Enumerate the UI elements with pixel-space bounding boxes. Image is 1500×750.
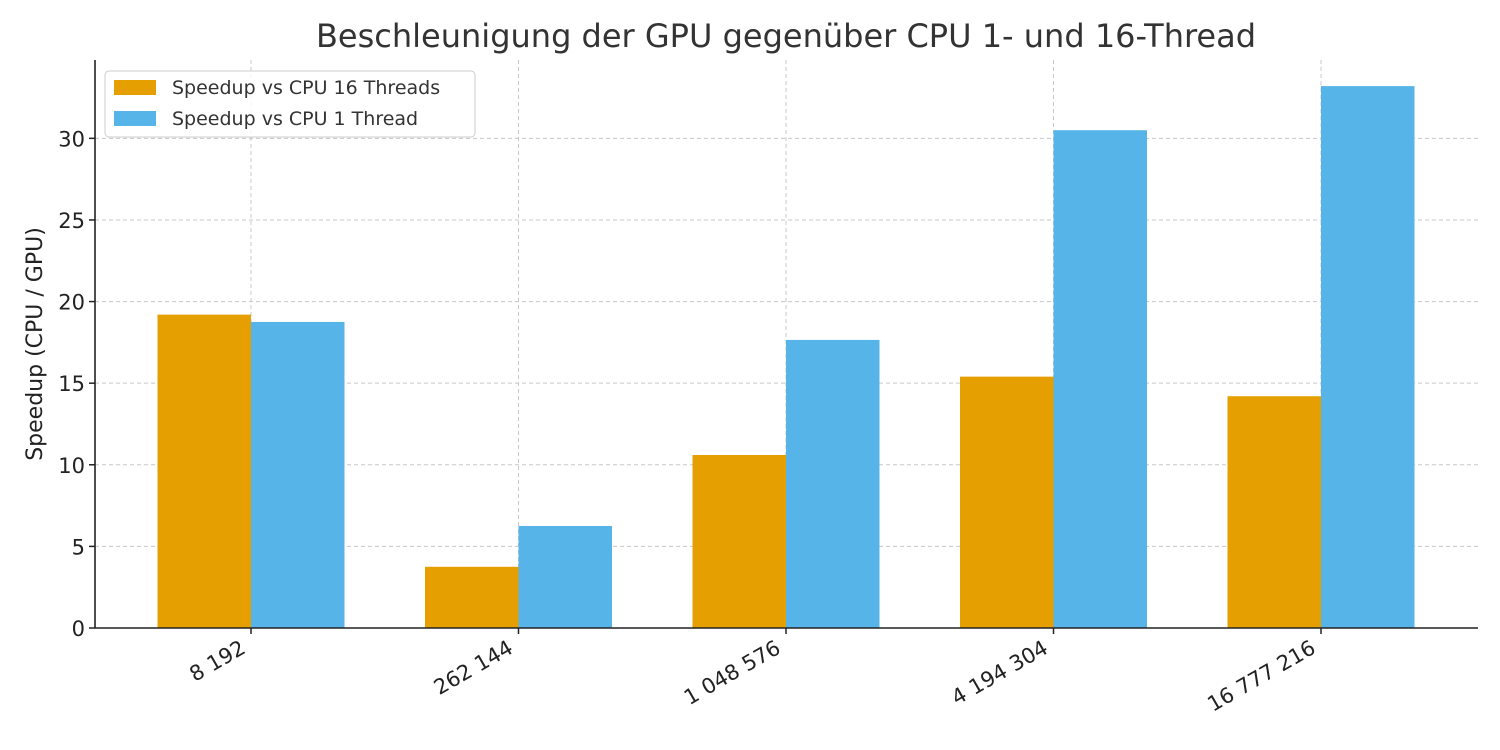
bars	[157, 86, 1415, 629]
y-tick-label: 15	[58, 372, 85, 396]
x-tick-label: 4 194 304	[947, 636, 1052, 710]
bar-cpu-1-thread	[786, 339, 880, 628]
y-tick-label: 5	[72, 535, 85, 559]
x-ticks: 8 192 262 144 1 048 576 4 194 304 16 777 216	[185, 628, 1322, 717]
x-tick-label: 262 144	[430, 636, 517, 700]
y-tick-label: 20	[58, 291, 85, 315]
bar-cpu-16-threads	[157, 314, 251, 628]
x-tick-label: 8 192	[185, 636, 249, 687]
legend-swatch-16-threads	[114, 80, 156, 95]
bar-cpu-16-threads	[960, 376, 1054, 628]
legend-label-16-threads: Speedup vs CPU 16 Threads	[172, 77, 440, 99]
y-tick-label: 30	[58, 127, 85, 151]
legend: Speedup vs CPU 16 Threads Speedup vs CPU…	[104, 70, 476, 138]
x-tick-label: 1 048 576	[680, 636, 785, 710]
legend-frame	[104, 70, 476, 138]
bar-cpu-16-threads	[1227, 396, 1321, 628]
legend-swatch-1-thread	[114, 111, 156, 126]
bar-cpu-16-threads	[692, 454, 786, 628]
chart-title: Beschleunigung der GPU gegenüber CPU 1- …	[316, 17, 1256, 55]
x-tick-label: 16 777 216	[1203, 636, 1319, 717]
bar-cpu-1-thread	[518, 525, 612, 628]
bar-cpu-1-thread	[251, 321, 345, 628]
legend-label-1-thread: Speedup vs CPU 1 Thread	[172, 108, 418, 130]
bar-cpu-1-thread	[1321, 86, 1415, 629]
y-axis-label: Speedup (CPU / GPU)	[23, 227, 48, 461]
bar-cpu-16-threads	[425, 566, 519, 628]
y-tick-label: 0	[72, 617, 85, 641]
bar-cpu-1-thread	[1053, 130, 1147, 629]
y-ticks: 0 5 10 15 20 25 30	[58, 127, 95, 641]
y-tick-label: 25	[58, 209, 85, 233]
y-tick-label: 10	[58, 454, 85, 478]
